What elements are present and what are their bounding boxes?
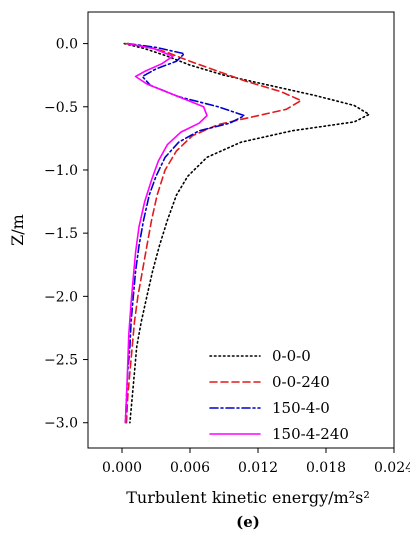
series-line-1 [123,42,370,424]
panel-label: (e) [236,513,260,531]
y-tick-label: 0.0 [56,37,78,53]
legend-label: 150-4-0 [272,399,330,417]
x-tick-label: 0.012 [238,460,278,476]
y-axis-ticks: 0.0 −0.5 −1.0 −1.5 −2.0 −2.5 −3.0 [44,37,88,432]
x-axis-ticks: 0.000 0.006 0.012 0.018 0.024 [102,448,410,476]
legend-label: 150-4-240 [272,425,349,443]
plot-frame [87,11,395,449]
y-tick-label: −0.5 [44,100,78,116]
series-line-3 [124,42,246,424]
series-line-2 [124,42,302,424]
x-axis-title: Turbulent kinetic energy/m²s² [126,488,370,507]
x-tick-label: 0.006 [170,460,210,476]
legend-label: 0-0-240 [272,373,330,391]
y-tick-label: −2.5 [44,353,78,369]
series-layer [123,42,370,424]
y-tick-label: −1.5 [44,226,78,242]
series-line-4 [124,42,208,424]
y-tick-label: −3.0 [44,416,78,432]
y-tick-label: −2.0 [44,289,78,305]
y-axis-title: Z/m [8,214,27,246]
legend-label: 0-0-0 [272,347,311,365]
x-tick-label: 0.000 [102,460,142,476]
x-tick-label: 0.024 [374,460,410,476]
legend: 0-0-0 0-0-240 150-4-0 150-4-240 [209,347,349,443]
x-tick-label: 0.018 [306,460,346,476]
y-tick-label: −1.0 [44,163,78,179]
